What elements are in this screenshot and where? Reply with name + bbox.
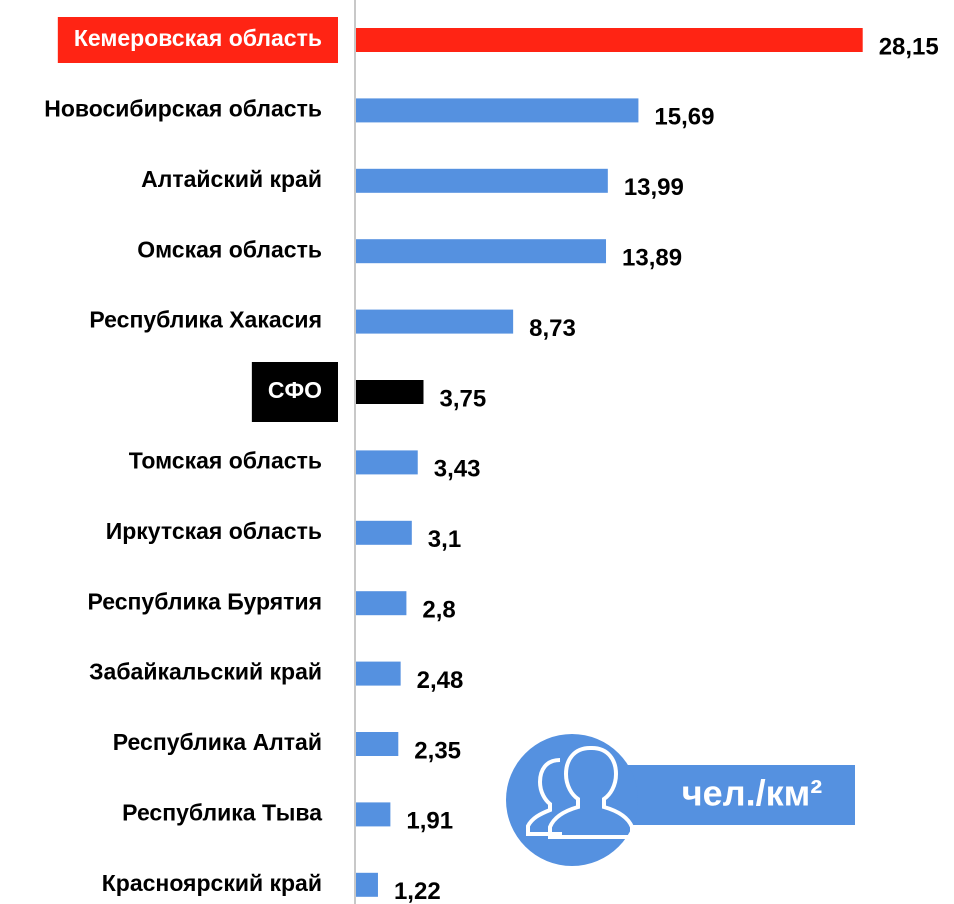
bar <box>356 872 378 897</box>
value-label: 28,15 <box>879 33 939 60</box>
category-label: Алтайский край <box>141 166 322 192</box>
bar <box>356 380 424 404</box>
bar <box>356 98 639 123</box>
bar <box>356 802 391 827</box>
category-label: Иркутская область <box>106 518 322 544</box>
value-label: 8,73 <box>529 315 576 342</box>
value-label: 13,89 <box>622 245 682 272</box>
category-highlight <box>251 362 338 422</box>
bar <box>356 732 399 756</box>
bar <box>356 661 401 686</box>
category-label: Омская область <box>137 236 322 262</box>
bar <box>356 309 514 334</box>
unit-badge: чел./км² <box>506 734 855 866</box>
category-label: Кемеровская область <box>74 25 322 51</box>
category-label: Республика Хакасия <box>89 307 322 333</box>
category-label: Республика Бурятия <box>87 588 322 614</box>
category-label: Республика Тыва <box>122 799 322 825</box>
people-icon <box>526 746 634 839</box>
category-label: Республика Алтай <box>113 729 322 755</box>
value-label: 1,22 <box>394 878 441 904</box>
category-label: Новосибирская область <box>44 95 322 121</box>
category-label: СФО <box>268 377 322 403</box>
value-label: 3,1 <box>428 526 461 553</box>
value-label: 3,43 <box>434 456 481 483</box>
value-label: 2,35 <box>414 737 461 764</box>
bar <box>356 450 418 475</box>
value-label: 2,48 <box>417 667 464 694</box>
value-label: 1,91 <box>406 808 453 835</box>
value-label: 15,69 <box>654 104 714 131</box>
bar <box>356 520 412 545</box>
category-label: Томская область <box>129 447 322 473</box>
bar <box>356 239 607 264</box>
value-label: 13,99 <box>624 174 684 201</box>
category-label: Красноярский край <box>102 870 322 896</box>
bar <box>356 591 407 616</box>
value-label: 3,75 <box>440 385 487 412</box>
value-label: 2,8 <box>422 597 455 624</box>
bar <box>356 168 608 193</box>
category-highlight <box>57 17 338 63</box>
category-label: Забайкальский край <box>89 659 322 685</box>
unit-label: чел./км² <box>682 773 822 814</box>
bar <box>356 28 863 52</box>
badge-pill <box>600 765 855 825</box>
